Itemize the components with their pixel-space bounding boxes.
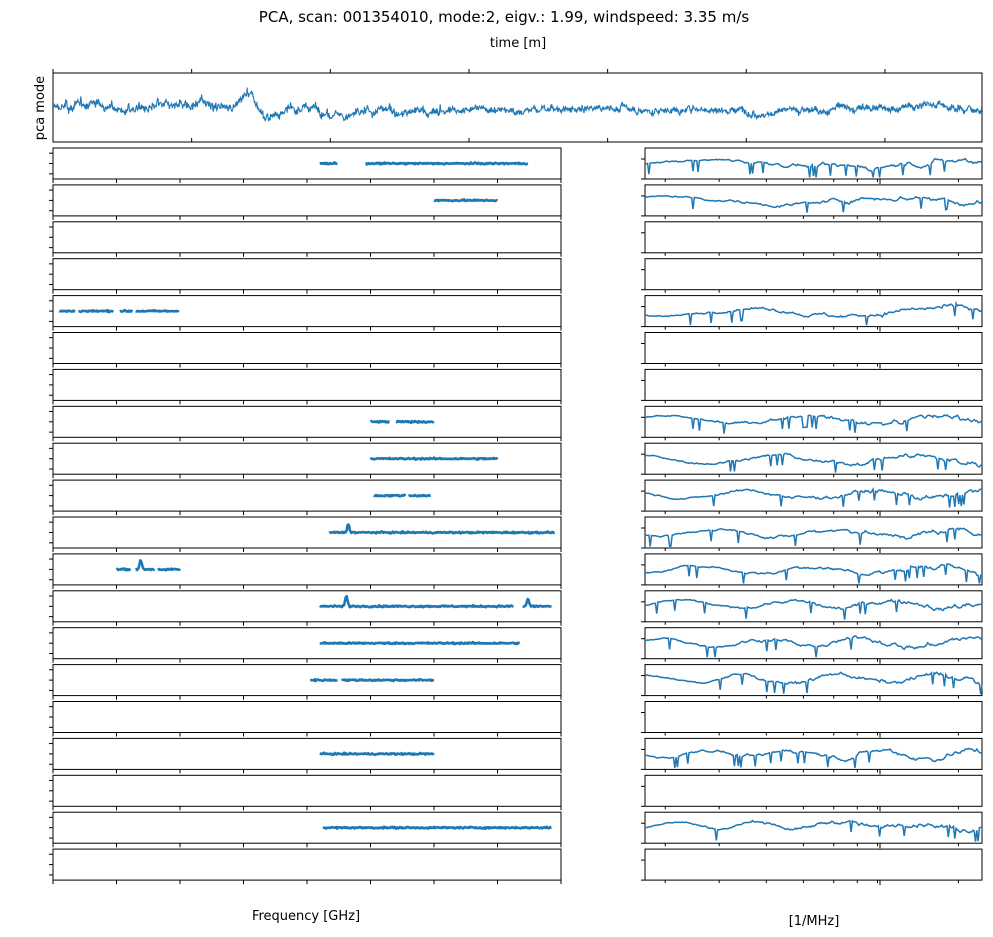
- right-panel-frame: [644, 774, 983, 807]
- spectrum-line: [644, 635, 983, 658]
- data-segment: [522, 597, 553, 609]
- row-8: [49, 405, 983, 443]
- right-panel-frame: [644, 848, 983, 881]
- right-panel-frame: [644, 258, 983, 291]
- spectrum-line: [644, 671, 983, 695]
- row-18: [49, 774, 983, 812]
- row-13: [49, 590, 983, 627]
- right-panel-frame: [644, 332, 983, 364]
- data-segment: [58, 309, 76, 313]
- row-10: [49, 479, 983, 517]
- data-segment: [322, 825, 553, 831]
- data-segment: [433, 198, 499, 203]
- right-panel-frame: [644, 184, 983, 217]
- data-segment: [328, 523, 556, 535]
- row-7: [49, 368, 983, 406]
- plot-area: [49, 69, 983, 886]
- top-xlabel: time [m]: [490, 36, 546, 51]
- data-segment: [340, 677, 435, 683]
- data-segment: [157, 567, 182, 572]
- row-3: [49, 221, 983, 258]
- right-panel-frame: [644, 553, 983, 586]
- row-6: [49, 332, 983, 369]
- right-panel-frame: [644, 701, 983, 733]
- data-segment: [319, 751, 435, 757]
- top-ylabel: pca mode: [33, 76, 48, 140]
- spectrum-line: [644, 598, 983, 620]
- data-segment: [369, 456, 499, 462]
- data-segment: [369, 419, 391, 424]
- right-xlabel: [1/MHz]: [789, 914, 840, 929]
- right-panel-frame: [644, 221, 983, 254]
- data-segment: [319, 640, 521, 646]
- right-panel-frame: [644, 516, 983, 549]
- data-segment: [135, 559, 156, 572]
- left-xlabel: Frequency [GHz]: [252, 909, 360, 924]
- row-2: [49, 184, 983, 221]
- right-panel-frame: [644, 442, 983, 475]
- spectrum-line: [644, 157, 983, 178]
- row-12: [49, 553, 983, 590]
- right-panel-frame: [644, 590, 983, 623]
- row-4: [49, 258, 983, 295]
- data-segment: [319, 161, 339, 166]
- chart-title: PCA, scan: 001354010, mode:2, eigv.: 1.9…: [259, 8, 750, 26]
- right-panel-frame: [644, 295, 983, 328]
- row-19: [49, 811, 983, 849]
- right-panel-frame: [644, 479, 983, 512]
- data-segment: [373, 493, 407, 498]
- right-panel-frame: [644, 368, 983, 401]
- row-17: [49, 737, 983, 775]
- top-panel-frame: [52, 72, 983, 143]
- spectrum-line: [644, 747, 983, 769]
- row-15: [49, 664, 983, 701]
- data-segment: [309, 677, 339, 683]
- spectrum-line: [645, 452, 983, 473]
- row-14: [49, 627, 983, 664]
- data-segment: [115, 567, 132, 572]
- right-panel-frame: [644, 627, 983, 660]
- spectrum-line: [644, 527, 983, 548]
- spectrum-line: [644, 563, 983, 584]
- data-segment: [364, 161, 529, 166]
- data-segment: [135, 308, 180, 313]
- row-20: [49, 848, 983, 886]
- data-segment: [77, 308, 115, 314]
- spectrum-line: [644, 194, 983, 213]
- spectrum-line: [645, 414, 983, 434]
- data-segment: [319, 594, 514, 609]
- data-segment: [395, 419, 435, 425]
- top-series-line: [53, 87, 982, 122]
- spectrum-line: [644, 819, 982, 842]
- data-segment: [119, 308, 134, 314]
- row-9: [49, 442, 983, 480]
- right-panel-frame: [644, 405, 983, 438]
- data-segment: [407, 493, 432, 498]
- right-panel-frame: [644, 664, 983, 697]
- spectrum-line: [644, 486, 983, 508]
- spectrum-line: [644, 300, 983, 326]
- row-1: [49, 147, 983, 184]
- row-11: [49, 516, 983, 553]
- row-5: [49, 295, 983, 332]
- row-16: [49, 701, 983, 738]
